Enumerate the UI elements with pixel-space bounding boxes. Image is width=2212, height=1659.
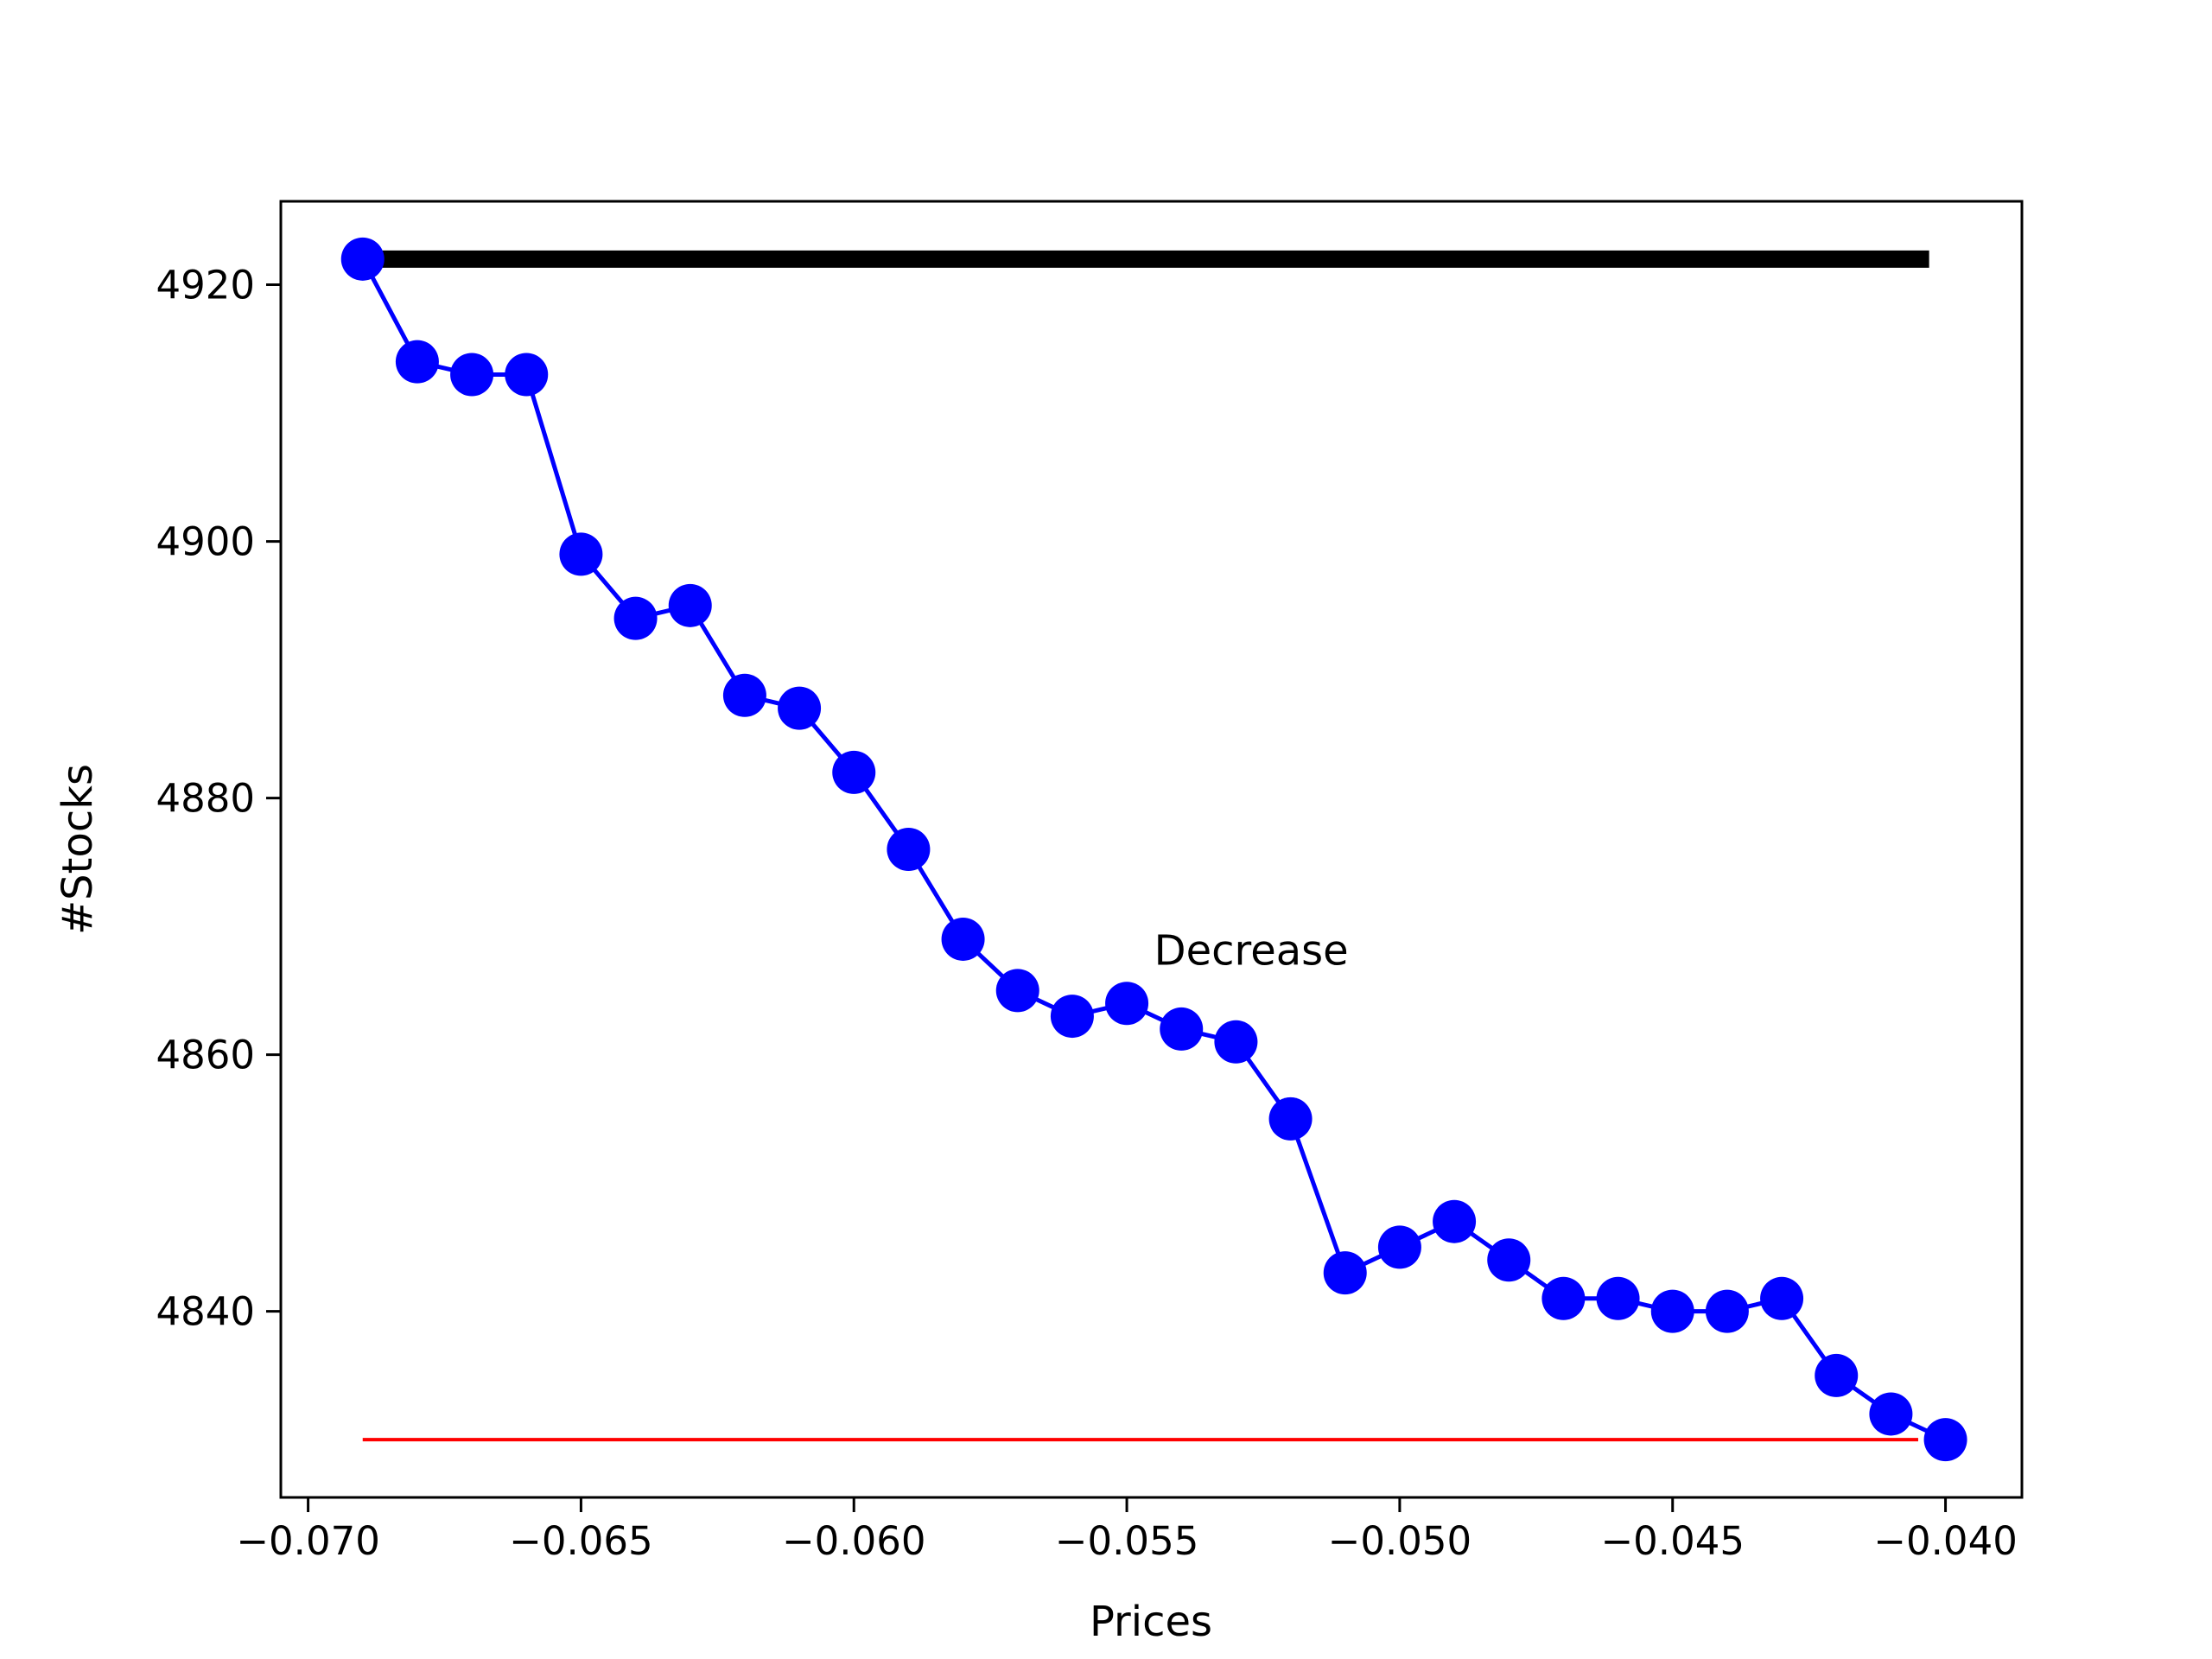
y-axis-title: #Stocks (54, 764, 102, 935)
data-point (995, 969, 1039, 1013)
data-point (941, 917, 985, 961)
data-point (340, 237, 385, 281)
y-tick-label: 4860 (156, 1033, 255, 1078)
data-point (395, 340, 439, 384)
data-point (1650, 1289, 1694, 1333)
x-tick-label: −0.055 (1055, 1518, 1199, 1564)
reference-lines (362, 250, 1929, 1442)
data-series (340, 237, 1967, 1462)
y-tick-label: 4880 (156, 776, 255, 822)
data-point (1487, 1238, 1531, 1282)
data-point (559, 532, 603, 576)
data-point (1160, 1007, 1204, 1051)
data-point (613, 596, 658, 640)
data-point (450, 353, 494, 397)
x-axis-title: Prices (1090, 1598, 1212, 1646)
x-axis: −0.070 −0.065 −0.060 −0.055 −0.050 −0.045 −0.0… (236, 1497, 2018, 1564)
data-point (1268, 1096, 1313, 1141)
data-point (1214, 1020, 1258, 1064)
annotation-decrease: Decrease (1154, 927, 1349, 976)
y-axis: 4840 4860 4880 4900 4920 (156, 263, 281, 1335)
data-point (778, 686, 822, 730)
data-point (505, 353, 549, 397)
y-tick-label: 4900 (156, 519, 255, 565)
data-point (1377, 1225, 1421, 1269)
data-point (1760, 1276, 1804, 1320)
data-point (1105, 982, 1149, 1026)
data-point (1541, 1276, 1586, 1320)
data-point (1923, 1418, 1967, 1462)
x-tick-label: −0.070 (236, 1518, 380, 1564)
data-point (668, 583, 712, 627)
data-point (1869, 1392, 1913, 1436)
y-tick-label: 4920 (156, 263, 255, 308)
data-point (1596, 1276, 1640, 1320)
data-point (1323, 1251, 1367, 1295)
x-tick-label: −0.045 (1600, 1518, 1745, 1564)
data-point (832, 750, 876, 794)
x-tick-label: −0.040 (1873, 1518, 2018, 1564)
x-tick-label: −0.060 (782, 1518, 926, 1564)
x-tick-label: −0.050 (1328, 1518, 1472, 1564)
data-point (1433, 1199, 1477, 1243)
plot-frame (279, 200, 2024, 1499)
x-tick-label: −0.065 (509, 1518, 653, 1564)
data-point (722, 673, 766, 717)
data-point (1705, 1289, 1749, 1333)
y-tick-label: 4840 (156, 1289, 255, 1335)
data-point (1050, 995, 1094, 1039)
data-point (887, 828, 931, 871)
plot-background (281, 201, 2022, 1497)
data-point (1815, 1353, 1859, 1397)
